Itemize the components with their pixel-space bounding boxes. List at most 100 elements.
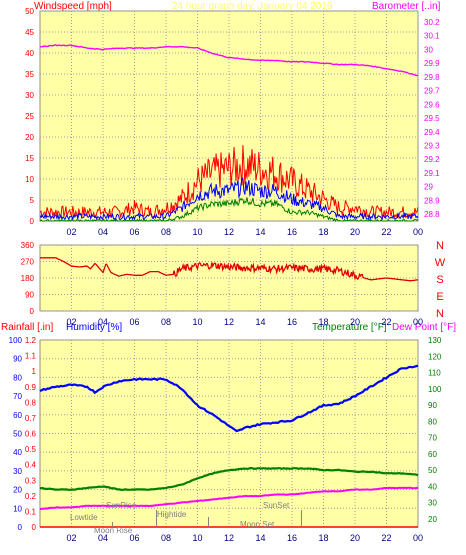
barometer-tick-label: 29.9 [424, 59, 440, 68]
barometer-line [39, 44, 419, 77]
windspeed-tick-label: 50 [25, 7, 34, 16]
time-tick-label: 00 [413, 533, 423, 543]
dewpoint-line [39, 486, 419, 511]
rainfall-tick-label: 0.2 [25, 492, 37, 501]
humidity-tick-label: 100 [9, 336, 23, 345]
time-tick-label: 04 [98, 227, 108, 237]
time-tick-label: 16 [287, 227, 297, 237]
time-tick-label: 00 [413, 227, 423, 237]
compass-letter: S [436, 274, 443, 286]
humidity-tick-label: 50 [13, 430, 22, 439]
time-tick-label: 02 [66, 317, 76, 327]
barometer-tick-label: 28.9 [424, 196, 440, 205]
annotation-label: Lowtide [70, 513, 98, 522]
humidity-tick-label: 30 [13, 467, 22, 476]
time-tick-label: 06 [129, 317, 139, 327]
wind-direction-line [40, 257, 419, 282]
windspeed-tick-label: 15 [25, 154, 34, 163]
rainfall-tick-label: 0 [32, 523, 37, 532]
time-tick-label: 10 [192, 227, 202, 237]
rainfall-tick-label: 0.8 [25, 398, 37, 407]
barometer-tick-label: 28.8 [424, 210, 440, 219]
time-tick-label: 00 [413, 317, 423, 327]
time-tick-label: 22 [381, 533, 391, 543]
rainfall-tick-label: 0.5 [25, 445, 37, 454]
time-tick-label: 10 [192, 317, 202, 327]
temperature-tick-label: 90 [428, 401, 437, 410]
rainfall-tick-label: 0.4 [25, 461, 37, 470]
time-tick-label: 14 [255, 227, 265, 237]
humidity-tick-label: 10 [13, 504, 22, 513]
compass-letter: N [436, 308, 444, 320]
time-tick-label: 12 [224, 317, 234, 327]
temperature-tick-label: 40 [428, 482, 437, 491]
rainfall-tick-label: 0.3 [25, 476, 37, 485]
time-tick-label: 18 [318, 317, 328, 327]
time-tick-label: 20 [350, 317, 360, 327]
time-tick-label: 06 [129, 227, 139, 237]
temperature-tick-label: 120 [428, 352, 442, 361]
direction-tick-label: 360 [21, 241, 35, 250]
compass-letter: W [435, 257, 446, 269]
time-tick-label: 08 [161, 533, 171, 543]
time-tick-label: 12 [224, 227, 234, 237]
time-tick-label: 16 [287, 533, 297, 543]
temperature-tick-label: 110 [428, 369, 441, 378]
humidity-tick-label: 70 [13, 392, 22, 401]
time-tick-label: 14 [255, 533, 265, 543]
barometer-tick-label: 30.2 [424, 18, 440, 27]
barometer-tick-label: 29.6 [424, 100, 440, 109]
time-tick-label: 14 [255, 317, 265, 327]
windspeed-tick-label: 40 [25, 49, 34, 58]
direction-tick-label: 270 [21, 258, 35, 267]
windspeed-gust-line [39, 145, 419, 220]
rainfall-tick-label: 1 [32, 367, 37, 376]
time-tick-label: 08 [161, 317, 171, 327]
direction-tick-label: 90 [25, 291, 34, 300]
time-tick-label: 04 [98, 533, 108, 543]
compass-letter: N [436, 240, 444, 252]
humidity-tick-label: 80 [13, 373, 22, 382]
chart-series [39, 44, 419, 528]
time-tick-label: 12 [224, 533, 234, 543]
direction-tick-label: 0 [30, 307, 35, 316]
barometer-tick-label: 29.7 [424, 87, 440, 96]
time-tick-label: 06 [129, 533, 139, 543]
windspeed-average-line [39, 177, 419, 222]
chart-annotations: Lowtide SunRise Moon Rise Hightide SunSet Moo… [70, 501, 302, 535]
temperature-tick-label: 100 [428, 385, 442, 394]
temperature-line [39, 466, 419, 492]
time-tick-label: 02 [66, 227, 76, 237]
humidity-tick-label: 60 [13, 411, 22, 420]
annotation-label: SunRise [106, 501, 137, 510]
rainfall-tick-label: 0.7 [25, 414, 37, 423]
windspeed-low-line [39, 196, 419, 223]
time-tick-label: 16 [287, 317, 297, 327]
windspeed-tick-label: 25 [25, 112, 34, 121]
rainfall-tick-label: 1.2 [25, 336, 37, 345]
time-tick-label: 18 [318, 227, 328, 237]
barometer-tick-label: 30 [424, 45, 433, 54]
annotation-label: SunSet [263, 501, 290, 510]
annotation-label: Moon Set [240, 520, 275, 529]
windspeed-tick-label: 35 [25, 70, 34, 79]
time-tick-label: 22 [381, 317, 391, 327]
temperature-tick-label: 80 [428, 417, 437, 426]
time-tick-label: 22 [381, 227, 391, 237]
time-tick-label: 20 [350, 227, 360, 237]
rainfall-tick-label: 1.1 [25, 352, 37, 361]
windspeed-tick-label: 10 [25, 175, 34, 184]
annotation-label: Hightide [157, 510, 187, 519]
chart-title: 24 hour graph day, January 04 2019 [172, 1, 333, 12]
temperature-tick-label: 60 [428, 450, 437, 459]
temperature-tick-label: 30 [428, 499, 437, 508]
barometer-tick-label: 29.2 [424, 155, 440, 164]
barometer-tick-label: 29.4 [424, 128, 440, 137]
rainfall-tick-label: 0.9 [25, 383, 37, 392]
windspeed-tick-label: 30 [25, 91, 34, 100]
humidity-axis-title: Humidity [%] [66, 322, 122, 333]
chart-tick-labels: 0202020404040606060808081010101212121414… [9, 7, 446, 543]
barometer-tick-label: 29.3 [424, 142, 440, 151]
rainfall-tick-label: 0.6 [25, 430, 37, 439]
